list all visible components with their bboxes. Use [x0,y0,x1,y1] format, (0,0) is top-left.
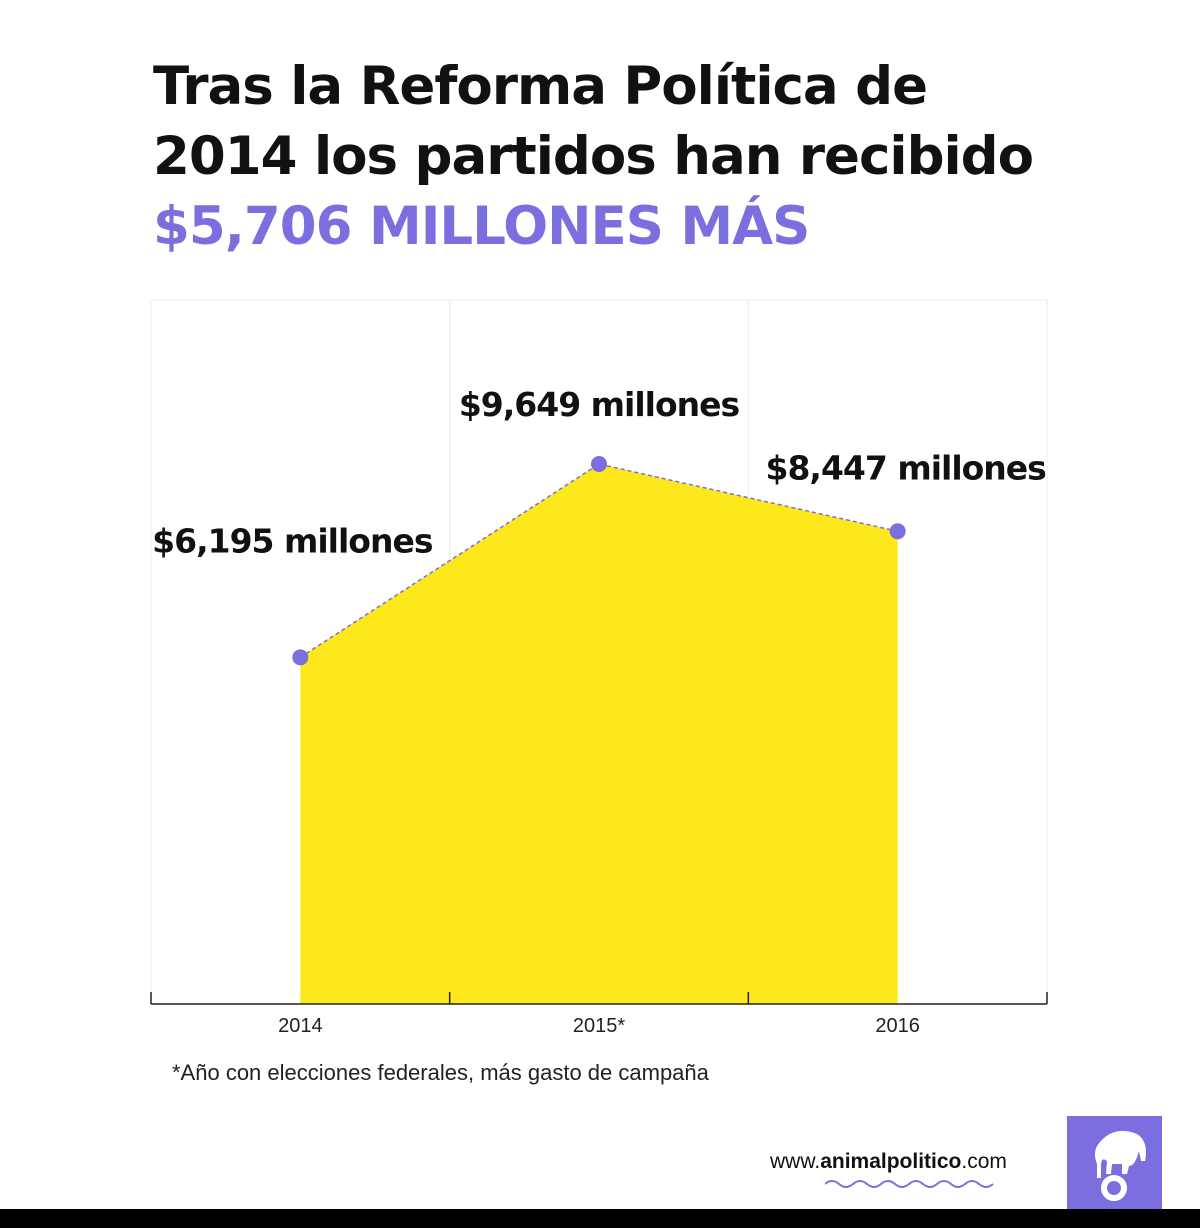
area-chart: 2014 2015* 2016 $6,195 millones $9,649 millo… [150,299,1048,1037]
data-point [889,523,906,540]
chart-title: Tras la Reforma Política de 2014 los par… [153,52,1034,262]
data-label: $9,649 millones [459,385,740,424]
title-highlight: $5,706 MILLONES MÁS [153,196,810,257]
title-line-1: Tras la Reforma Política de [153,56,928,117]
footnote: *Año con elecciones federales, más gasto… [172,1060,709,1085]
site-name: animalpolitico [820,1150,962,1173]
site-suffix: .com [961,1150,1007,1173]
bottom-bar [0,1209,1200,1228]
data-label: $6,195 millones [152,521,433,560]
data-point [591,456,607,473]
x-tick-label: 2014 [278,1015,323,1037]
area-fill [300,464,898,1004]
data-label: $8,447 millones [765,448,1046,487]
x-tick-label: 2016 [875,1015,920,1037]
elephant-icon [1095,1130,1146,1201]
wave-underline [825,1180,994,1188]
site-link[interactable]: www.animalpolitico.com [770,1150,1007,1188]
site-prefix: www. [770,1150,821,1173]
title-line-2: 2014 los partidos han recibido [153,126,1034,187]
x-tick-label: 2015* [573,1015,625,1037]
data-point [292,649,309,666]
elephant-logo [1067,1116,1162,1211]
